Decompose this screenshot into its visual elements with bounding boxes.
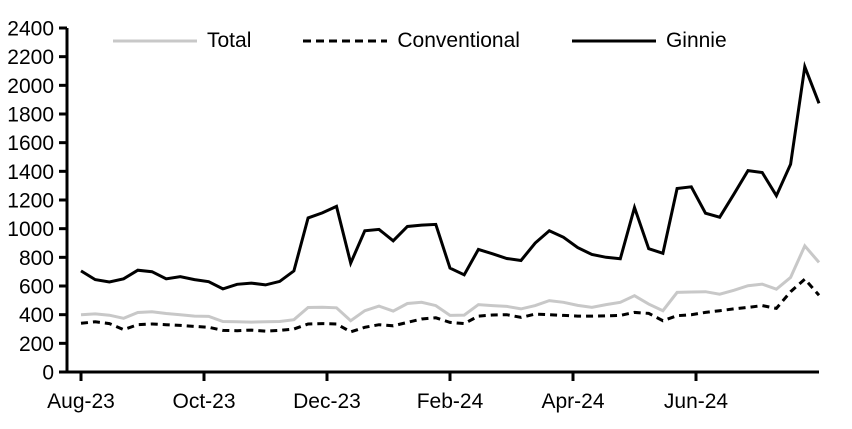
legend-item-ginnie: Ginnie	[571, 26, 727, 56]
series-line-conventional	[80, 276, 821, 334]
x-tick-label: Dec-23	[293, 390, 361, 413]
x-tick-label: Feb-24	[417, 390, 484, 413]
legend-label-ginnie: Ginnie	[665, 29, 727, 52]
y-tick-label: 0	[42, 362, 54, 385]
x-tick-label: Aug-23	[47, 390, 115, 413]
legend-item-total: Total	[113, 26, 251, 56]
ginnie-line-swatch-icon	[571, 39, 656, 43]
x-tick-label: Jun-24	[664, 390, 729, 413]
x-tick-label: Apr-24	[541, 390, 604, 413]
x-tick-label: Oct-23	[172, 390, 235, 413]
legend-label-conventional: Conventional	[397, 29, 520, 52]
total-line-swatch-icon	[113, 39, 197, 43]
y-tick-label: 2200	[7, 46, 54, 69]
series-line-ginnie	[80, 60, 821, 291]
y-tick-label: 1000	[7, 218, 54, 241]
y-tick-label: 800	[19, 247, 54, 270]
y-tick-label: 1200	[7, 190, 54, 213]
y-tick-label: 1600	[7, 132, 54, 155]
conventional-line-swatch-icon	[303, 39, 388, 43]
legend-label-total: Total	[207, 29, 252, 52]
y-tick-label: 1800	[7, 104, 54, 127]
y-tick-label: 400	[19, 304, 54, 327]
chart-legend: Total Conventional Ginnie	[113, 26, 727, 56]
series-line-total	[80, 243, 821, 324]
y-tick-label: 2000	[7, 75, 54, 98]
y-tick-label: 1400	[7, 161, 54, 184]
y-tick-label: 600	[19, 276, 54, 299]
y-tick-label: 200	[19, 333, 54, 356]
y-tick-label: 2400	[7, 18, 54, 41]
legend-item-conventional: Conventional	[303, 26, 520, 56]
